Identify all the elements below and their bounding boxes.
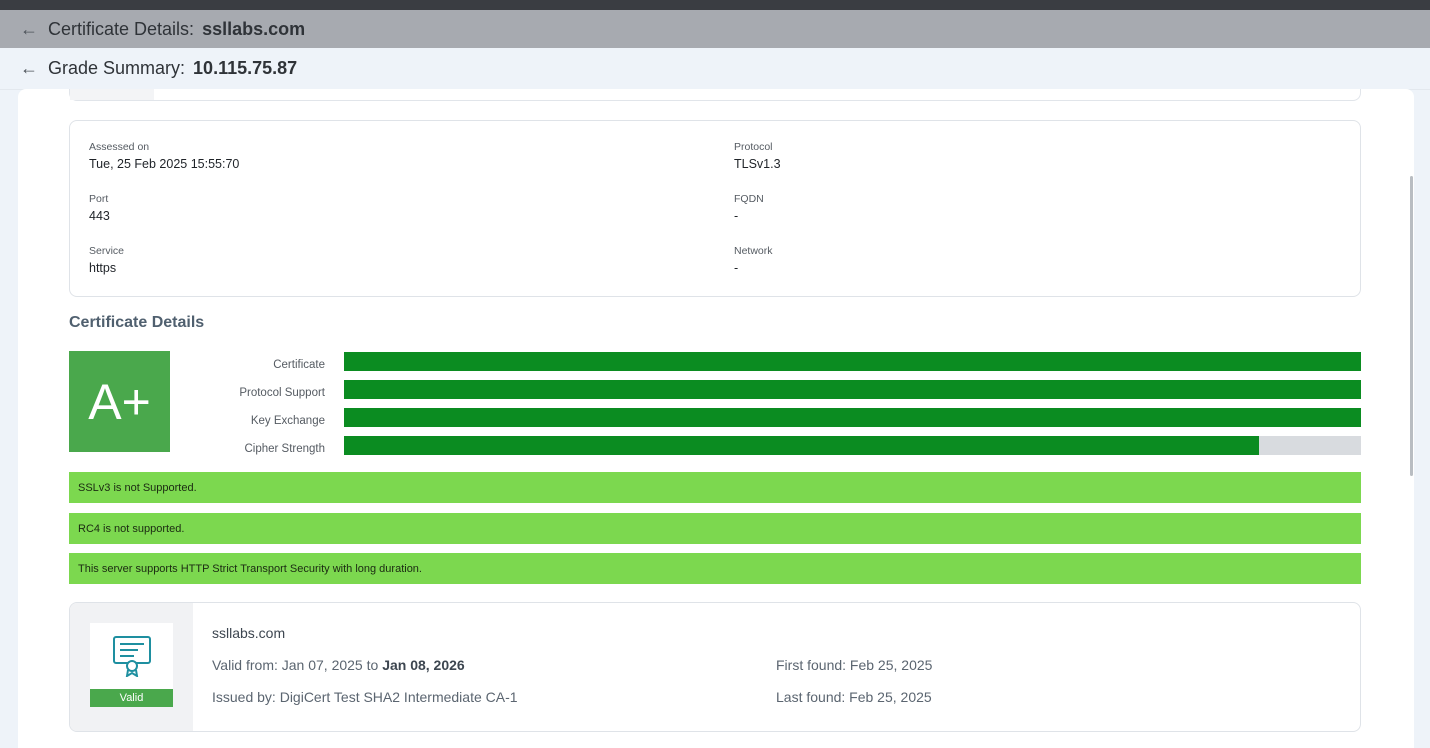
bar-track <box>344 408 1361 427</box>
certificate-domain[interactable]: ssllabs.com <box>212 625 286 641</box>
certificate-issuer: Issued by: DigiCert Test SHA2 Intermedia… <box>212 689 518 705</box>
window-top-strip <box>0 0 1430 10</box>
network-item: Network - <box>734 245 773 275</box>
protocol-value: TLSv1.3 <box>734 157 781 171</box>
bar-row-cipher-strength: Cipher Strength <box>170 436 1361 456</box>
fqdn-label: FQDN <box>734 193 764 205</box>
certificate-header-value: ssllabs.com <box>202 18 306 39</box>
bar-track <box>344 436 1361 455</box>
bar-label: Certificate <box>273 359 325 371</box>
port-value: 443 <box>89 209 110 223</box>
protocol-item: Protocol TLSv1.3 <box>734 141 781 171</box>
note-rc4: RC4 is not supported. <box>69 513 1361 544</box>
port-item: Port 443 <box>89 193 110 223</box>
bar-label: Key Exchange <box>250 415 325 427</box>
bar-track <box>344 380 1361 399</box>
bar-fill <box>344 408 1361 427</box>
grade-summary-value: 10.115.75.87 <box>193 58 298 78</box>
protocol-label: Protocol <box>734 141 773 153</box>
certificate-icon <box>113 636 151 677</box>
valid-from-text: Valid from: Jan 07, 2025 to <box>212 657 383 673</box>
service-label: Service <box>89 245 125 257</box>
grade-summary-header: ← Grade Summary: 10.115.75.87 <box>0 48 1430 90</box>
bar-fill <box>344 352 1361 371</box>
certificate-details-header: ← Certificate Details: ssllabs.com <box>0 10 1430 48</box>
service-item: Service https <box>89 245 124 275</box>
valid-to-date: Jan 08, 2026 <box>382 657 465 673</box>
bar-row-key-exchange: Key Exchange <box>170 408 1361 428</box>
assessment-info-card: Assessed on Tue, 25 Feb 2025 15:55:70 Pr… <box>69 120 1361 297</box>
bar-row-certificate: Certificate <box>170 352 1361 372</box>
certificate-header-label: Certificate Details: <box>48 18 195 39</box>
port-label: Port <box>89 193 109 205</box>
bar-label: Cipher Strength <box>244 443 325 455</box>
previous-card-edge <box>69 89 1361 101</box>
assessed-on-value: Tue, 25 Feb 2025 15:55:70 <box>89 157 240 171</box>
service-value: https <box>89 261 117 275</box>
network-value: - <box>734 261 739 275</box>
bar-row-protocol-support: Protocol Support <box>170 380 1361 400</box>
vertical-scrollbar-thumb[interactable] <box>1410 176 1413 476</box>
grade-summary-label: Grade Summary: <box>48 58 186 78</box>
fqdn-item: FQDN - <box>734 193 764 223</box>
last-found: Last found: Feb 25, 2025 <box>776 689 932 705</box>
valid-status-badge: Valid <box>90 689 173 707</box>
bar-fill <box>344 436 1260 455</box>
back-arrow-icon[interactable]: ← <box>20 18 38 39</box>
first-found: First found: Feb 25, 2025 <box>776 657 933 673</box>
previous-card-thumb <box>70 89 154 100</box>
certificate-thumb-panel: Valid <box>70 603 193 731</box>
network-label: Network <box>734 245 773 257</box>
grade-summary-panel: Assessed on Tue, 25 Feb 2025 15:55:70 Pr… <box>18 89 1414 748</box>
bar-fill <box>344 380 1361 399</box>
fqdn-value: - <box>734 209 739 223</box>
bar-label: Protocol Support <box>239 387 325 399</box>
note-sslv3: SSLv3 is not Supported. <box>69 472 1361 503</box>
certificate-details-title: Certificate Details <box>69 314 205 331</box>
certificate-card[interactable]: Valid ssllabs.com Valid from: Jan 07, 20… <box>69 602 1361 732</box>
bar-track <box>344 352 1361 371</box>
assessed-on-label: Assessed on <box>89 141 150 153</box>
assessed-on-item: Assessed on Tue, 25 Feb 2025 15:55:70 <box>89 141 239 171</box>
certificate-thumb: Valid <box>90 623 173 707</box>
back-arrow-icon[interactable]: ← <box>20 58 38 78</box>
note-hsts: This server supports HTTP Strict Transpo… <box>69 553 1361 584</box>
certificate-validity: Valid from: Jan 07, 2025 to Jan 08, 2026 <box>212 657 465 673</box>
grade-badge: A+ <box>69 351 170 452</box>
